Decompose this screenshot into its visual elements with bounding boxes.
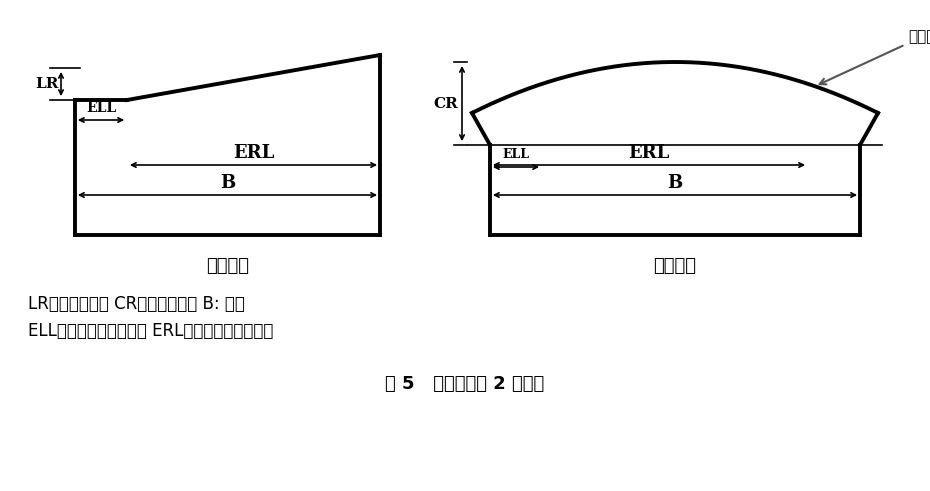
Text: ERL: ERL [629,144,670,162]
Text: CR: CR [433,97,458,110]
Text: ELL：评价范围左起始点 ERL：评价范围右起始点: ELL：评价范围左起始点 ERL：评价范围右起始点 [28,322,273,340]
Text: 直线修形: 直线修形 [206,257,249,275]
Text: 抛物线: 抛物线 [819,29,930,84]
Text: LR: LR [35,77,59,91]
Text: ELL: ELL [502,148,529,162]
Text: B: B [668,174,683,192]
Text: 鼓形修形: 鼓形修形 [654,257,697,275]
Text: B: B [219,174,235,192]
Text: 图 5   齿向修形的 2 种形式: 图 5 齿向修形的 2 种形式 [385,375,545,393]
Text: ERL: ERL [232,144,274,162]
Text: ELL: ELL [86,101,116,115]
Text: LR：直线修形量 CR：起鼓修形量 B: 齿宽: LR：直线修形量 CR：起鼓修形量 B: 齿宽 [28,295,245,313]
